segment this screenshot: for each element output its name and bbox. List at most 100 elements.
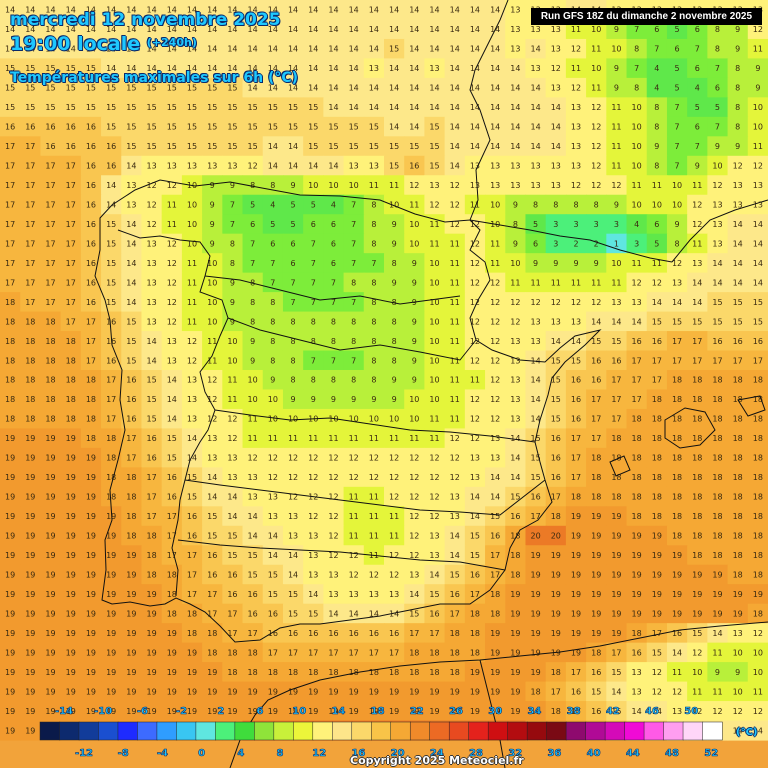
temperature-cell [121,58,143,79]
temperature-value: 11 [409,434,419,443]
temperature-value: 18 [692,395,702,404]
temperature-cell [424,0,446,21]
legend-unit: (°C) [736,727,758,738]
temperature-cell [181,253,203,274]
temperature-cell [323,97,345,118]
temperature-cell [687,136,708,157]
temperature-value: 11 [611,142,621,151]
temperature-value: 18 [288,668,298,677]
temperature-value: 19 [106,648,116,657]
temperature-value: 19 [591,629,601,638]
temperature-value: 14 [551,142,561,151]
temperature-value: 7 [351,356,356,365]
temperature-value: 15 [126,356,136,365]
temperature-value: 19 [45,648,55,657]
temperature-cell [565,38,587,60]
temperature-value: 18 [733,454,743,463]
temperature-value: 13 [248,493,258,502]
temperature-value: 13 [712,200,722,209]
temperature-cell [343,194,365,215]
temperature-cell [384,272,405,293]
temperature-value: 16 [86,239,96,248]
temperature-value: 18 [652,454,662,463]
temperature-value: 18 [248,668,258,677]
temperature-value: 14 [146,356,156,365]
temperature-cell [262,97,284,118]
temperature-value: 12 [268,454,278,463]
temperature-value: 10 [409,395,419,404]
temperature-cell [161,97,183,118]
temperature-value: 13 [349,590,359,599]
temperature-cell [0,272,21,293]
temperature-value: 19 [692,609,702,618]
temperature-value: 12 [571,84,581,93]
temperature-value: 5 [695,103,700,112]
temperature-value: 14 [389,25,399,34]
temperature-value: 12 [389,570,399,579]
temperature-value: 19 [126,629,136,638]
temperature-value: 9 [755,84,760,93]
temperature-value: 18 [712,376,722,385]
legend-swatch [429,721,450,741]
temperature-value: 19 [672,551,682,560]
temperature-value: 19 [106,570,116,579]
temperature-value: 13 [308,551,318,560]
temperature-cell [666,58,688,79]
temperature-value: 10 [349,181,359,190]
temperature-value: 19 [187,707,197,716]
temperature-value: 13 [510,25,520,34]
temperature-value: 11 [409,200,419,209]
temperature-value: 7 [331,298,336,307]
temperature-cell [80,155,102,176]
temperature-value: 14 [470,25,480,34]
temperature-value: 18 [632,473,642,482]
temperature-value: 10 [753,103,763,112]
temperature-cell [687,58,708,79]
temperature-value: 19 [490,629,500,638]
temperature-value: 14 [450,142,460,151]
temperature-value: 16 [611,356,621,365]
temperature-value: 13 [510,356,520,365]
temperature-value: 13 [530,162,540,171]
temperature-cell [747,77,768,98]
temperature-cell [0,19,21,40]
temperature-value: 19 [66,473,76,482]
temperature-value: 19 [571,512,581,521]
temperature-value: 15 [5,84,15,93]
temperature-cell [363,58,385,79]
temperature-value: 13 [733,200,743,209]
temperature-value: 14 [733,239,743,248]
temperature-value: 14 [510,142,520,151]
temperature-value: 14 [470,123,480,132]
temperature-value: 19 [207,668,217,677]
temperature-cell [323,19,345,40]
temperature-value: 16 [187,532,197,541]
temperature-value: 7 [270,278,275,287]
temperature-value: 19 [45,590,55,599]
temperature-value: 19 [106,668,116,677]
temperature-value: 16 [86,220,96,229]
temperature-cell [323,136,345,157]
temperature-value: 18 [571,493,581,502]
legend-tick-label: 40 [587,748,601,759]
temperature-cell [545,155,567,176]
temperature-value: 18 [753,532,763,541]
temperature-value: 18 [25,395,35,404]
temperature-value: 7 [230,200,235,209]
temperature-value: 15 [227,123,237,132]
temperature-cell [363,155,385,176]
temperature-value: 13 [510,181,520,190]
temperature-value: 18 [45,317,55,326]
temperature-value: 19 [45,668,55,677]
temperature-value: 10 [429,356,439,365]
temperature-cell [505,331,527,352]
temperature-cell [323,0,345,21]
temperature-value: 13 [692,259,702,268]
temperature-cell [141,0,163,21]
temperature-cell [222,0,244,21]
temperature-value: 7 [311,259,316,268]
temperature-value: 14 [490,142,500,151]
temperature-value: 14 [450,103,460,112]
temperature-value: 19 [106,609,116,618]
temperature-cell [525,136,547,157]
